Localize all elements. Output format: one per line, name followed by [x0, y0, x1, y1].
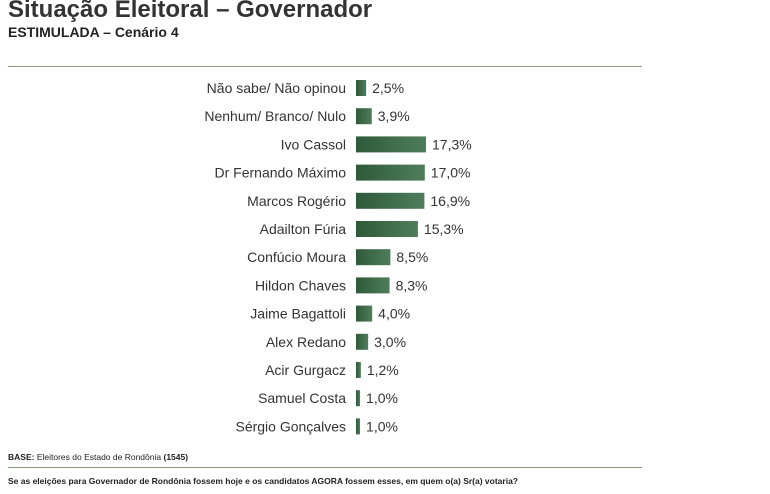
bar [356, 333, 369, 350]
bar [356, 221, 418, 237]
value-label: 8,5% [396, 249, 428, 265]
category-label: Alex Redano [266, 334, 346, 350]
bar [356, 418, 361, 435]
category-label: Ivo Cassol [281, 136, 346, 152]
bar [356, 80, 367, 96]
base-count: (1545) [163, 452, 189, 462]
category-label: Samuel Costa [258, 390, 346, 406]
value-label: 3,9% [378, 108, 410, 124]
value-label: 1,2% [367, 362, 399, 378]
category-label: Acir Gurgacz [265, 362, 346, 378]
value-label: 2,5% [372, 80, 404, 96]
bar [356, 305, 373, 322]
bar [356, 390, 361, 407]
category-label: Sérgio Gonçalves [235, 418, 346, 434]
value-label: 16,9% [430, 193, 470, 209]
bottom-divider [8, 467, 642, 468]
bar [356, 164, 425, 181]
category-label: Nenhum/ Branco/ Nulo [204, 108, 346, 124]
survey-question: Se as eleições para Governador de Rondôn… [8, 476, 518, 486]
category-label: Não sabe/ Não opinou [207, 80, 346, 96]
bar-chart: Não sabe/ Não opinou 2,5% Nenhum/ Branco/ … [204, 80, 472, 435]
value-label: 1,0% [366, 418, 398, 434]
bar [356, 249, 391, 266]
bar [356, 192, 425, 209]
value-label: 1,0% [366, 390, 398, 406]
value-label: 4,0% [378, 306, 410, 322]
base-label: BASE: [8, 452, 35, 462]
value-label: 8,3% [396, 277, 428, 293]
bar [356, 362, 361, 378]
bar [356, 277, 390, 294]
page-subtitle: ESTIMULADA – Cenário 4 [8, 24, 179, 40]
value-label: 15,3% [424, 221, 464, 237]
base-text: Eleitores do Estado de Rondônia [36, 452, 162, 462]
category-label: Dr Fernando Máximo [215, 165, 347, 181]
page-title: Situação Eleitoral – Governador [8, 0, 373, 23]
category-label: Marcos Rogério [247, 193, 346, 209]
value-label: 17,0% [431, 165, 471, 181]
bar [356, 108, 372, 125]
category-label: Jaime Bagattoli [250, 306, 346, 322]
category-label: Adailton Fúria [260, 221, 347, 237]
bar [356, 136, 426, 153]
category-label: Confúcio Moura [247, 249, 346, 265]
top-divider [8, 66, 642, 67]
category-label: Hildon Chaves [255, 277, 346, 293]
base-note: BASE: Eleitores do Estado de Rondônia (1… [8, 452, 188, 462]
value-label: 17,3% [432, 136, 472, 152]
value-label: 3,0% [374, 334, 406, 350]
